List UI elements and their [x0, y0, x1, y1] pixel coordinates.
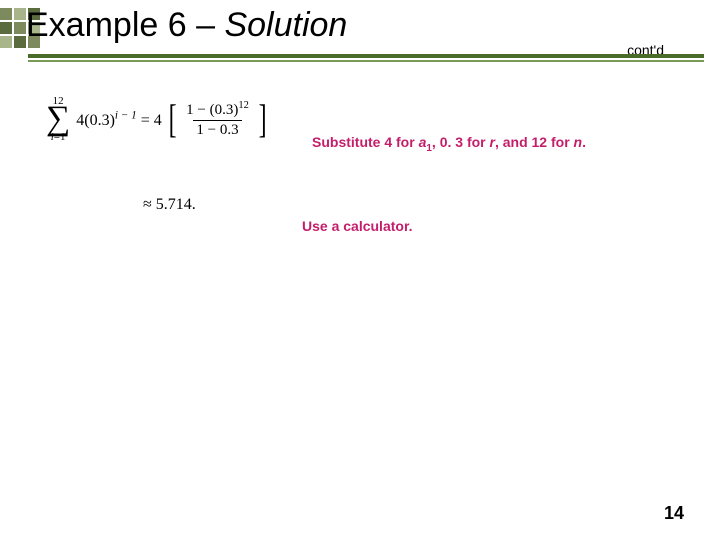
title-italic: Solution: [224, 6, 347, 44]
rule-bottom: [28, 60, 704, 62]
sigma-symbol: ∑: [46, 105, 70, 134]
sigma-block: 12 ∑ i=1: [46, 96, 70, 143]
annotation-calculator: Use a calculator.: [302, 218, 413, 234]
approx-value: 5.714.: [152, 196, 196, 213]
title-area: Example 6 – Solution: [26, 6, 700, 45]
fraction-numerator: 1 − (0.3)12: [183, 100, 252, 120]
term: 4(0.3)i − 1 = 4: [76, 112, 166, 129]
page-number: 14: [664, 503, 684, 524]
slide-title: Example 6 – Solution: [26, 6, 700, 45]
rule-top: [28, 54, 704, 58]
equation-line-1: 12 ∑ i=1 4(0.3)i − 1 = 4 [ 1 − (0.3)12 1…: [46, 96, 269, 143]
title-prefix: Example 6 –: [26, 6, 224, 44]
sigma-lower: i=1: [51, 132, 66, 143]
equation-line-2: ≈ 5.714.: [143, 196, 196, 214]
bracket-open: [: [168, 103, 176, 135]
fraction: 1 − (0.3)12 1 − 0.3: [183, 100, 252, 138]
fraction-denominator: 1 − 0.3: [193, 120, 241, 139]
annotation-substitute: Substitute 4 for a1, 0. 3 for r, and 12 …: [312, 134, 586, 154]
bracket-close: ]: [258, 103, 266, 135]
approx-symbol: ≈: [143, 196, 152, 213]
